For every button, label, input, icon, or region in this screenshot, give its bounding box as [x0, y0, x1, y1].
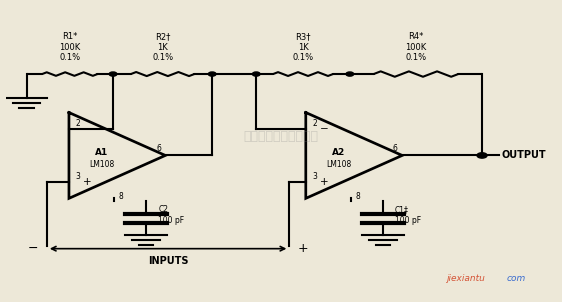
Text: 3: 3	[75, 172, 80, 181]
Text: R4*
100K
0.1%: R4* 100K 0.1%	[405, 32, 427, 62]
Text: A1: A1	[96, 148, 108, 157]
Text: LM108: LM108	[326, 160, 351, 169]
Text: R3†
1K
0.1%: R3† 1K 0.1%	[292, 32, 314, 62]
Text: OUTPUT: OUTPUT	[501, 150, 546, 160]
Text: A2: A2	[332, 148, 346, 157]
Circle shape	[209, 72, 216, 76]
Text: 8: 8	[356, 192, 360, 201]
Text: 6: 6	[156, 144, 161, 153]
Text: 6: 6	[393, 144, 398, 153]
Circle shape	[109, 72, 117, 76]
Text: C2
100 pF: C2 100 pF	[158, 205, 184, 225]
Text: 杭州炼睹科技有限公司: 杭州炼睹科技有限公司	[243, 130, 319, 143]
Text: 2: 2	[312, 119, 317, 128]
Text: com: com	[507, 274, 526, 283]
Text: C1‡
100 pF: C1‡ 100 pF	[395, 205, 421, 225]
Text: 8: 8	[119, 192, 124, 201]
Text: 2: 2	[75, 119, 80, 128]
Circle shape	[252, 72, 260, 76]
Circle shape	[477, 153, 487, 158]
Text: INPUTS: INPUTS	[148, 256, 188, 266]
Text: +: +	[297, 242, 308, 255]
Text: 3: 3	[312, 172, 318, 181]
Text: −: −	[28, 242, 39, 255]
Text: LM108: LM108	[89, 160, 115, 169]
Text: +: +	[320, 177, 328, 187]
Text: R1*
100K
0.1%: R1* 100K 0.1%	[59, 32, 80, 62]
Text: −: −	[83, 124, 92, 134]
Text: R2†
1K
0.1%: R2† 1K 0.1%	[152, 32, 173, 62]
Text: +: +	[83, 177, 92, 187]
Circle shape	[346, 72, 353, 76]
Text: jiexiantu: jiexiantu	[446, 274, 485, 283]
Text: −: −	[320, 124, 328, 134]
